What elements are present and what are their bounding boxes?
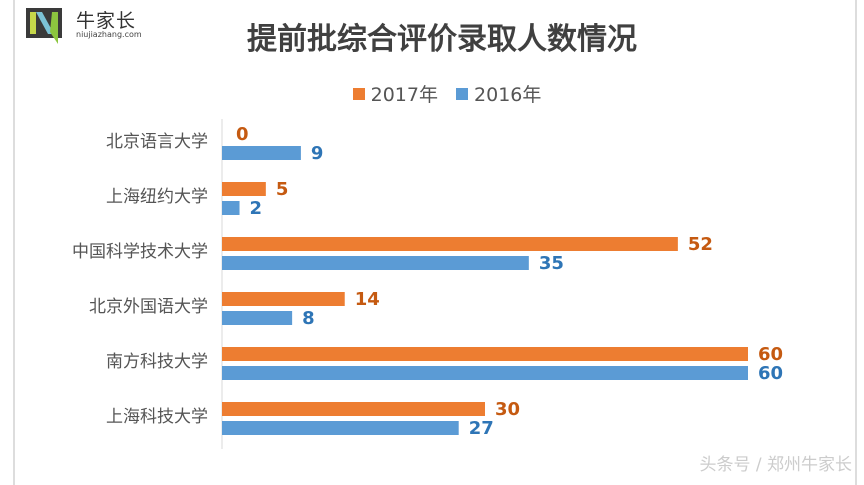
bar-2017年 (222, 347, 748, 361)
legend-swatch (352, 87, 365, 100)
logo-name: 牛家长 (76, 10, 137, 32)
bar-2016年 (222, 421, 459, 435)
category-label: 北京外国语大学 (89, 297, 208, 317)
bar-2016年 (222, 256, 529, 270)
data-label: 9 (311, 143, 324, 164)
category-label: 上海纽约大学 (106, 187, 208, 207)
right-border (855, 0, 857, 485)
category-label: 南方科技大学 (106, 352, 208, 372)
data-label: 2 (250, 198, 263, 219)
data-label: 60 (758, 344, 783, 365)
left-border (13, 0, 15, 485)
niujiazhang-logo (26, 8, 62, 44)
data-label: 35 (539, 253, 564, 274)
bar-2017年 (222, 402, 485, 416)
legend-item-2016: 2016年 (456, 80, 541, 107)
legend-swatch (456, 87, 469, 100)
data-label: 27 (469, 418, 494, 439)
logo-url: niujiazhang.com (76, 30, 142, 39)
category-label: 中国科学技术大学 (72, 242, 208, 262)
data-label: 52 (688, 234, 713, 255)
data-label: 0 (236, 124, 249, 145)
bar-2016年 (222, 366, 748, 380)
category-label: 北京语言大学 (106, 132, 208, 152)
data-label: 14 (355, 289, 380, 310)
bar-2017年 (222, 237, 678, 251)
watermark: 头条号 / 郑州牛家长 (699, 455, 852, 475)
data-label: 60 (758, 363, 783, 384)
legend-label: 2017年 (370, 84, 438, 106)
data-label: 5 (276, 179, 289, 200)
bar-2017年 (222, 182, 266, 196)
bar-2017年 (222, 292, 345, 306)
legend: 2017年 2016年 (0, 80, 864, 107)
bar-2016年 (222, 311, 293, 325)
legend-item-2017: 2017年 (352, 80, 438, 107)
bar-2016年 (222, 201, 240, 215)
chart-title: 提前批综合评价录取人数情况 (247, 22, 637, 57)
category-label: 上海科技大学 (106, 407, 208, 427)
legend-label: 2016年 (474, 84, 542, 106)
data-label: 30 (495, 399, 520, 420)
data-label: 8 (302, 308, 315, 329)
bar-2016年 (222, 146, 301, 160)
